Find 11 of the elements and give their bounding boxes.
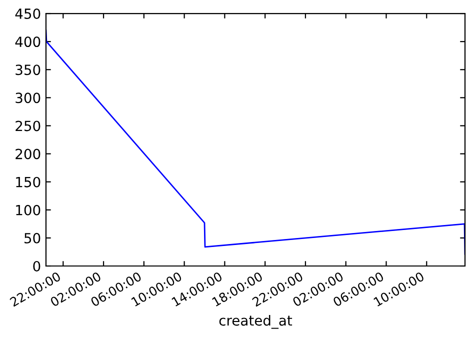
y-tick-label: 200 xyxy=(16,148,40,160)
x-axis-title: created_at xyxy=(219,314,292,329)
y-tick-label: 300 xyxy=(16,92,40,104)
y-tick-label: 450 xyxy=(15,8,40,19)
y-tick-label: 100 xyxy=(16,204,40,216)
y-tick-label: 400 xyxy=(15,36,40,48)
y-tick-label: 150 xyxy=(16,176,40,188)
y-tick-label: 250 xyxy=(16,120,40,132)
y-tick-label: 50 xyxy=(24,232,40,244)
y-tick-label: 350 xyxy=(16,64,40,76)
y-tick-label: 0 xyxy=(33,260,40,272)
